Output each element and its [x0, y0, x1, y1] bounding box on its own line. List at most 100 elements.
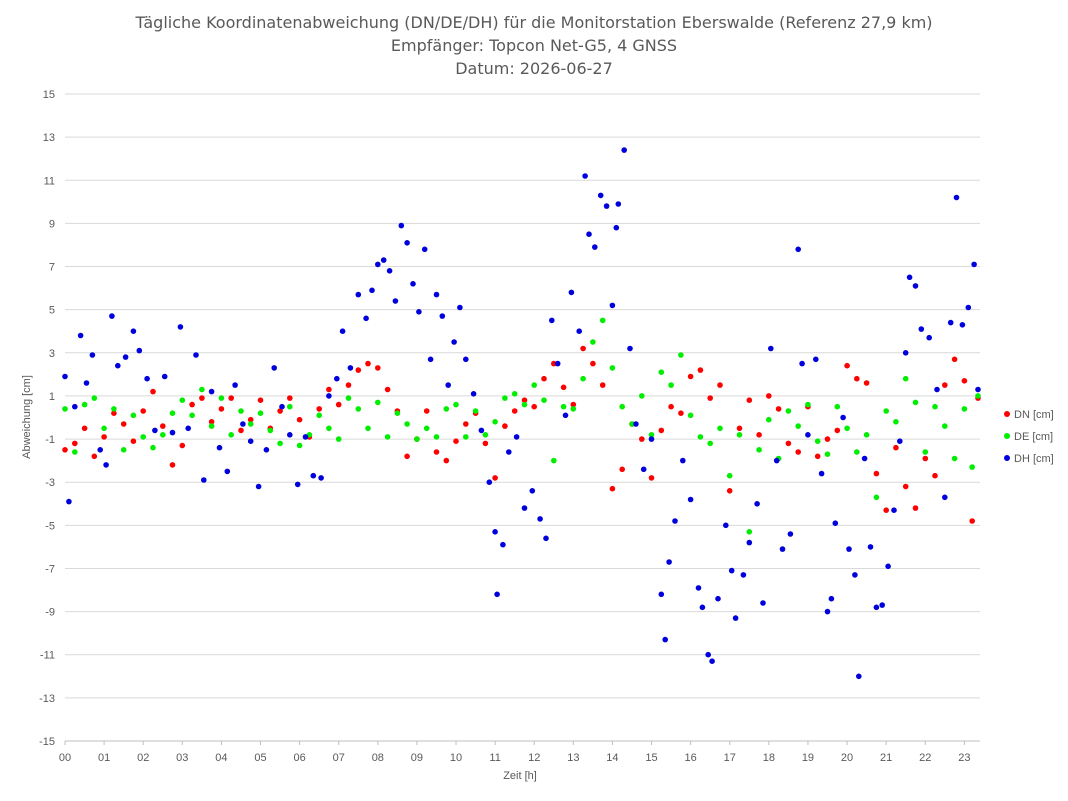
x-tick-label: 14	[606, 752, 618, 764]
data-point	[152, 427, 158, 434]
x-tick-label: 22	[919, 752, 931, 764]
data-point	[302, 434, 309, 440]
data-point	[746, 397, 753, 404]
data-point	[279, 403, 285, 410]
data-point	[879, 602, 885, 608]
legend-marker	[1004, 433, 1010, 439]
data-point	[975, 386, 981, 393]
data-point	[883, 507, 889, 513]
data-point	[443, 406, 450, 412]
data-point	[521, 397, 528, 404]
data-point	[218, 395, 225, 401]
data-point	[549, 317, 555, 324]
data-point	[247, 421, 254, 427]
data-point	[470, 391, 477, 397]
data-point	[709, 658, 715, 664]
legend-label: DN [cm]	[1014, 409, 1054, 421]
series-dn	[62, 345, 981, 524]
data-point	[668, 403, 674, 410]
data-point	[193, 352, 199, 358]
data-point	[255, 483, 262, 490]
data-point	[912, 399, 919, 406]
data-point	[582, 173, 588, 179]
data-point	[599, 317, 606, 324]
data-point	[380, 257, 387, 263]
data-point	[89, 352, 96, 358]
data-point	[554, 360, 561, 367]
chart-title-line-2: Empfänger: Topcon Net-G5, 4 GNSS	[391, 36, 677, 55]
data-point	[316, 406, 323, 412]
data-point	[208, 419, 215, 425]
data-point	[922, 449, 929, 455]
data-point	[335, 401, 342, 408]
data-point	[687, 412, 694, 419]
data-points	[62, 147, 981, 680]
data-point	[62, 447, 68, 453]
data-point	[766, 393, 772, 399]
data-point	[404, 240, 410, 246]
data-point	[115, 362, 121, 369]
data-point	[852, 572, 858, 578]
data-point	[228, 395, 234, 401]
data-point	[947, 319, 954, 326]
data-point	[885, 563, 891, 570]
data-point	[844, 425, 850, 432]
data-point	[363, 315, 369, 322]
data-point	[398, 222, 405, 229]
data-point	[541, 375, 547, 382]
data-point	[160, 432, 166, 438]
y-tick-label: 15	[43, 89, 55, 101]
data-point	[609, 485, 616, 492]
data-point	[707, 440, 713, 447]
data-point	[66, 498, 72, 505]
data-point	[736, 425, 743, 432]
data-point	[433, 291, 440, 298]
data-point	[482, 432, 489, 438]
data-point	[81, 425, 88, 432]
data-point	[136, 347, 143, 354]
data-point	[189, 401, 195, 408]
data-point	[218, 406, 225, 412]
data-point	[732, 615, 739, 621]
x-tick-label: 10	[450, 752, 462, 764]
y-tick-label: 11	[44, 175, 55, 187]
data-point	[834, 403, 841, 410]
data-point	[375, 399, 381, 406]
data-point	[697, 367, 704, 373]
data-point	[580, 345, 586, 352]
data-point	[410, 281, 416, 287]
x-tick-label: 23	[958, 752, 970, 764]
x-tick-label: 18	[763, 752, 775, 764]
data-point	[72, 440, 78, 447]
data-point	[619, 466, 625, 473]
data-point	[942, 382, 948, 388]
data-point	[707, 395, 713, 401]
x-tick-label: 17	[724, 752, 736, 764]
data-point	[130, 412, 137, 419]
data-point	[746, 539, 753, 546]
data-point	[648, 432, 655, 438]
data-point	[531, 382, 537, 388]
data-point	[856, 673, 862, 680]
y-tick-label: 1	[49, 391, 55, 403]
data-point	[201, 477, 207, 483]
data-point	[492, 529, 498, 535]
data-point	[728, 567, 735, 574]
data-point	[824, 451, 831, 458]
data-point	[603, 203, 610, 209]
data-point	[658, 427, 665, 434]
data-point	[224, 468, 231, 475]
data-point	[619, 403, 625, 410]
data-point	[726, 488, 733, 494]
data-point	[756, 447, 762, 453]
x-tick-label: 04	[215, 752, 227, 764]
data-point	[543, 535, 549, 542]
x-tick-label: 02	[137, 752, 149, 764]
y-tick-label: -9	[45, 607, 55, 619]
data-point	[386, 268, 393, 274]
data-point	[427, 356, 434, 363]
data-point	[893, 419, 899, 425]
data-point	[423, 425, 430, 432]
data-point	[140, 434, 146, 440]
